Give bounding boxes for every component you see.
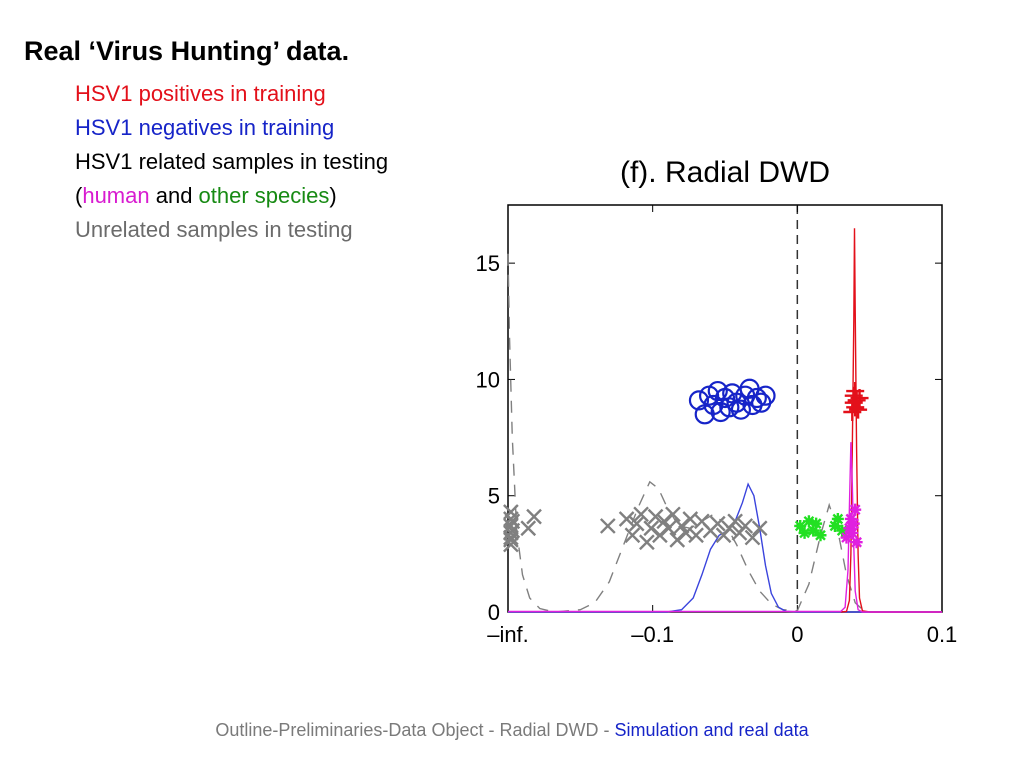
scatter-point <box>840 531 853 544</box>
scatter-point <box>751 520 768 537</box>
scatter-point <box>660 520 677 537</box>
scatter-point <box>836 524 849 537</box>
scatter-point <box>673 518 690 534</box>
species-line: (human and other species) <box>75 179 388 213</box>
related-label: HSV1 related samples in testing <box>75 149 389 174</box>
scatter-point <box>503 504 519 520</box>
scatter-point <box>688 527 704 544</box>
scatter-point <box>755 385 776 406</box>
scatter-point <box>628 515 645 532</box>
x-tick-label: 0.1 <box>927 622 958 647</box>
scatter-point <box>503 536 519 553</box>
scatter-point <box>737 518 754 534</box>
scatter-point <box>807 524 820 537</box>
scatter-point <box>599 518 616 534</box>
legend-text: HSV1 positives in training HSV1 negative… <box>75 77 388 247</box>
density-curve <box>508 482 942 613</box>
x-tick-label: –inf. <box>487 622 529 647</box>
scatter-point <box>844 512 857 525</box>
scatter-point <box>624 527 641 544</box>
scatter-point <box>520 520 537 537</box>
scatter-point <box>850 389 869 408</box>
chart-svg: (f). Radial DWD –inf. –0.1 0 0.1 0 5 10 15 <box>476 156 958 647</box>
scatter-point <box>746 387 767 409</box>
scatter-point <box>802 515 815 528</box>
y-tick-label: 10 <box>476 367 500 392</box>
y-tick-label: 0 <box>488 600 500 625</box>
density-curve <box>840 228 942 613</box>
positives-label: HSV1 positives in training <box>75 81 326 106</box>
scatter-point <box>688 390 710 411</box>
scatter-point <box>633 506 649 523</box>
x-tick-label: 0 <box>791 622 803 647</box>
human-label: human <box>82 183 150 208</box>
chart-title: (f). Radial DWD <box>620 156 830 189</box>
scatter-point <box>849 400 868 419</box>
scatter-point <box>744 529 761 546</box>
paren-open: ( <box>75 183 83 208</box>
footer: Outline-Preliminaries-Data Object - Radi… <box>0 720 1024 741</box>
footer-path: Outline-Preliminaries-Data Object - Radi… <box>215 720 615 740</box>
scatter-point <box>669 532 686 548</box>
scatter-point <box>847 517 860 530</box>
scatter-point <box>828 519 841 532</box>
scatter-point <box>652 527 668 544</box>
scatter-point <box>846 526 859 539</box>
scatter-point <box>503 518 519 534</box>
density-curve <box>508 442 942 613</box>
scatter-point <box>703 394 724 416</box>
scatter-point <box>647 508 664 525</box>
scatter-point <box>814 529 827 542</box>
density-curve <box>507 253 865 613</box>
y-tick-label: 15 <box>476 251 500 276</box>
footer-link[interactable]: Simulation and real data <box>614 720 809 740</box>
and-label: and <box>149 183 199 208</box>
scatter-point <box>831 512 844 525</box>
scatter-point <box>730 399 752 420</box>
slide-title: Real ‘Virus Hunting’ data. <box>24 36 350 66</box>
scatter-point <box>639 534 655 551</box>
unrelated-label: Unrelated samples in testing <box>75 217 353 242</box>
scatter-point <box>798 526 811 539</box>
scatter-point <box>810 517 823 530</box>
scatter-point <box>707 380 728 402</box>
scatter-point <box>709 515 726 532</box>
y-tick-label: 5 <box>488 484 500 509</box>
scatter-point <box>618 511 635 527</box>
scatter-point <box>526 508 542 525</box>
scatter-point <box>847 391 866 410</box>
scatter-point <box>849 503 862 516</box>
scatter-point <box>656 513 673 530</box>
chart: (f). Radial DWD –inf. –0.1 0 0.1 0 5 10 15 <box>440 140 980 660</box>
scatter-point <box>727 513 743 530</box>
scatter-point <box>665 506 681 523</box>
scatter-point <box>643 520 660 537</box>
other-species-label: other species <box>198 183 330 208</box>
x-tick-label: –0.1 <box>631 622 674 647</box>
scatter-point <box>794 519 807 532</box>
paren-close: ) <box>329 183 337 208</box>
negatives-label: HSV1 negatives in training <box>75 115 335 140</box>
scatter-point <box>850 536 863 549</box>
plot-frame <box>507 204 943 613</box>
